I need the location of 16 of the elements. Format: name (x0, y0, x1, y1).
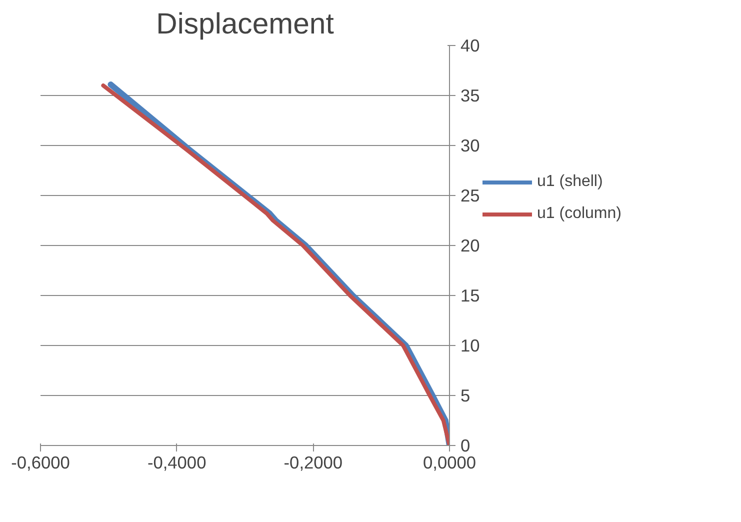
y-tick-label: 25 (460, 186, 480, 206)
y-tick-label: 15 (460, 286, 480, 306)
y-tick-label: 40 (460, 36, 480, 56)
y-tick-label: 30 (460, 136, 480, 156)
x-tick-label: 0,0000 (423, 452, 476, 472)
y-tick-label: 35 (460, 86, 480, 106)
y-tick-label: 5 (460, 386, 470, 406)
x-tick-label: -0,4000 (147, 452, 206, 472)
chart-title: Displacement (156, 8, 334, 40)
legend-label: u1 (column) (537, 205, 622, 223)
y-tick-label: 0 (460, 436, 470, 456)
x-tick-label: -0,2000 (284, 452, 343, 472)
x-tick-label: -0,6000 (11, 452, 70, 472)
legend-label: u1 (shell) (537, 173, 603, 191)
y-tick-label: 10 (460, 336, 480, 356)
y-tick-label: 20 (460, 236, 480, 256)
